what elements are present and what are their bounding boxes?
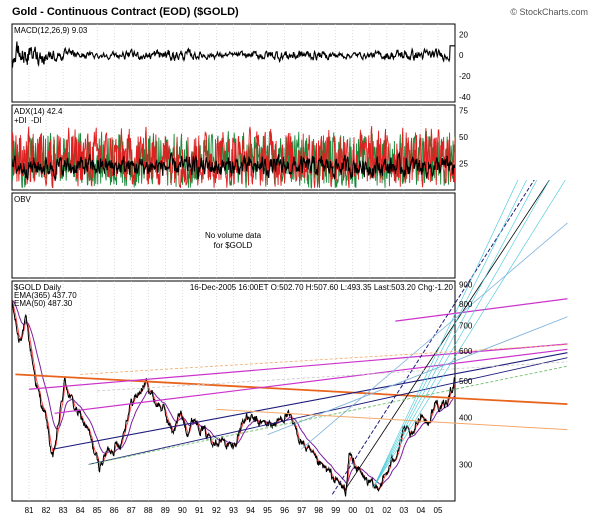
trend-line-cyan xyxy=(372,180,538,489)
x-tick-label: 87 xyxy=(127,506,136,515)
x-tick-label: 95 xyxy=(263,506,272,515)
adx-line xyxy=(12,152,455,182)
x-tick-label: 99 xyxy=(331,506,340,515)
y-tick-label: -40 xyxy=(459,93,471,102)
price-quote: 16-Dec-2005 16:00ET O:502.70 H:507.60 L:… xyxy=(190,283,454,292)
macd-layer xyxy=(12,41,455,68)
price-label: $GOLD Daily xyxy=(14,283,61,292)
y-tick-label: 700 xyxy=(459,322,473,331)
x-tick-label: 86 xyxy=(110,506,119,515)
x-tick-label: 01 xyxy=(365,506,374,515)
x-tick-label: 88 xyxy=(144,506,153,515)
x-tick-label: 85 xyxy=(93,506,102,515)
price-layer xyxy=(12,299,455,497)
y-tick-label: 50 xyxy=(459,133,468,142)
trend-line-grey xyxy=(97,361,568,392)
x-tick-label: 03 xyxy=(399,506,408,515)
trend-line-peach-lower xyxy=(216,408,568,431)
trend-line-navy xyxy=(54,352,568,450)
trend-line-cyan xyxy=(372,180,527,489)
x-tick-label: 94 xyxy=(246,506,255,515)
trend-layer xyxy=(15,180,568,495)
ema-long-label: EMA(365) 437.70 xyxy=(14,291,77,300)
y-tick-label: -20 xyxy=(459,72,471,81)
trend-line-cyan xyxy=(372,180,519,489)
y-tick-label: 500 xyxy=(459,377,473,386)
y-tick-label: 300 xyxy=(459,460,473,469)
x-tick-label: 05 xyxy=(434,506,443,515)
x-tick-label: 91 xyxy=(195,506,204,515)
x-tick-label: 92 xyxy=(212,506,221,515)
trend-line-navy-dashed xyxy=(331,180,535,495)
y-tick-label: 25 xyxy=(459,159,468,168)
obv-label: OBV xyxy=(14,195,32,204)
trend-line-cyan xyxy=(372,180,566,489)
x-tick-label: 96 xyxy=(280,506,289,515)
obv-message-line2: for $GOLD xyxy=(214,241,253,250)
x-tick-label: 89 xyxy=(161,506,170,515)
trend-line-magenta xyxy=(395,298,568,322)
x-tick-label: 04 xyxy=(416,506,425,515)
macd-label: MACD(12,26,9) 9.03 xyxy=(14,26,88,35)
x-tick-label: 83 xyxy=(59,506,68,515)
adx-layer xyxy=(12,126,455,189)
y-tick-label: 600 xyxy=(459,347,473,356)
x-tick-label: 98 xyxy=(314,506,323,515)
adx-label: ADX(14) 42.4 xyxy=(14,107,63,116)
obv-message-line1: No volume data xyxy=(205,231,262,240)
x-tick-label: 84 xyxy=(76,506,85,515)
credit-label: © StockCharts.com xyxy=(510,7,588,17)
ytick-layer: 20 0 -20 -40 75 50 25 900 800 700 600 500 400 300 xyxy=(459,30,473,469)
trend-line-sky xyxy=(301,222,568,450)
x-tick-label: 97 xyxy=(297,506,306,515)
minus-di-label: -DI xyxy=(31,116,42,125)
y-tick-label: 0 xyxy=(459,51,464,60)
x-tick-label: 82 xyxy=(42,506,51,515)
x-tick-label: 93 xyxy=(229,506,238,515)
ema-short-line xyxy=(12,300,455,492)
x-tick-label: 00 xyxy=(348,506,357,515)
y-tick-label: 800 xyxy=(459,300,473,309)
xtick-layer: 81 82 83 84 85 86 87 88 89 90 91 92 93 94 95 96 97 98 99 00… xyxy=(25,506,443,515)
trend-line-peach xyxy=(80,344,568,375)
x-tick-label: 81 xyxy=(25,506,34,515)
plus-di-label: +DI xyxy=(14,116,27,125)
x-tick-label: 90 xyxy=(178,506,187,515)
x-tick-label: 02 xyxy=(382,506,391,515)
y-tick-label: 75 xyxy=(459,106,468,115)
trend-line-cyan xyxy=(372,180,550,489)
macd-line xyxy=(12,41,455,68)
trend-line-magenta xyxy=(54,348,568,414)
ema-short-label: EMA(50) 487.30 xyxy=(14,299,73,308)
y-tick-label: 20 xyxy=(459,30,468,39)
chart-title: Gold - Continuous Contract (EOD) ($GOLD) xyxy=(12,6,239,18)
trend-line-orange xyxy=(15,373,568,406)
trend-line-green xyxy=(88,365,568,465)
price-line xyxy=(12,300,455,497)
y-tick-label: 400 xyxy=(459,413,473,422)
y-tick-label: 900 xyxy=(459,281,473,290)
